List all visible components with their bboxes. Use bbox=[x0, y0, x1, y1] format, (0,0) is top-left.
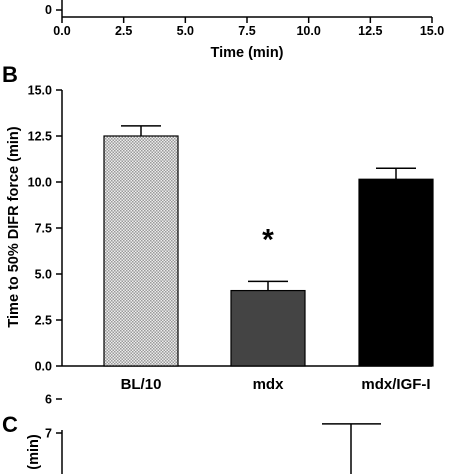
panel-a-x-tick-label: 2.5 bbox=[115, 24, 132, 38]
category-label: BL/10 bbox=[121, 376, 162, 393]
panel-b-y-tick-label: 12.5 bbox=[28, 130, 52, 144]
bar-mdx-igf-i bbox=[358, 178, 434, 367]
panel-c-y-ticks: 76 bbox=[45, 393, 62, 441]
panel-b-y-tick-label: 0.0 bbox=[35, 360, 52, 374]
panel-c-y-label: (min) bbox=[26, 434, 42, 470]
panel-c-y-tick-label: 6 bbox=[45, 393, 52, 407]
panel-a-x-tick-label: 0.0 bbox=[53, 24, 70, 38]
category-label: mdx/IGF-I bbox=[361, 376, 430, 393]
panel-a: 0 0.0 2.5 5.0 7.5 10.0 12.5 15.0 Time (min) bbox=[45, 0, 444, 61]
panel-a-x-ticks: 0.0 2.5 5.0 7.5 10.0 12.5 15.0 bbox=[53, 17, 444, 38]
panel-c-y-tick-label: 7 bbox=[45, 427, 52, 441]
panel-b-y-tick-label: 10.0 bbox=[28, 176, 52, 190]
panel-a-y-tick-label: 0 bbox=[45, 3, 52, 17]
panel-b-bars bbox=[103, 125, 434, 367]
panel-b: B Time to 50% DIFR force (min) 0.0 2.5 5.0… bbox=[2, 62, 434, 393]
panel-c: C (min) 76 bbox=[2, 393, 381, 474]
panel-a-x-label: Time (min) bbox=[210, 45, 283, 61]
panel-a-x-tick-label: 5.0 bbox=[177, 24, 194, 38]
panel-b-y-ticks: 0.0 2.5 5.0 7.5 10.0 12.5 15.0 bbox=[28, 84, 62, 374]
panel-b-y-tick-label: 5.0 bbox=[35, 268, 52, 282]
category-label: mdx bbox=[253, 376, 285, 393]
panel-a-x-tick-label: 12.5 bbox=[358, 24, 382, 38]
bar-mdx bbox=[230, 289, 306, 367]
panel-c-error-bar bbox=[322, 423, 381, 474]
panel-a-x-tick-label: 15.0 bbox=[420, 24, 444, 38]
panel-c-letter: C bbox=[2, 412, 18, 437]
panel-b-y-tick-label: 7.5 bbox=[35, 222, 52, 236]
panel-b-category-labels: BL/10 mdx mdx/IGF-I bbox=[121, 376, 431, 393]
panel-b-letter: B bbox=[2, 62, 18, 87]
panel-b-y-tick-label: 2.5 bbox=[35, 314, 52, 328]
panel-a-x-tick-label: 10.0 bbox=[296, 24, 320, 38]
panel-b-y-label: Time to 50% DIFR force (min) bbox=[6, 126, 22, 327]
panel-a-x-tick-label: 7.5 bbox=[238, 24, 255, 38]
significance-asterisk: * bbox=[262, 223, 274, 256]
panel-b-y-tick-label: 15.0 bbox=[28, 84, 52, 98]
bar-bl-10 bbox=[103, 135, 179, 367]
